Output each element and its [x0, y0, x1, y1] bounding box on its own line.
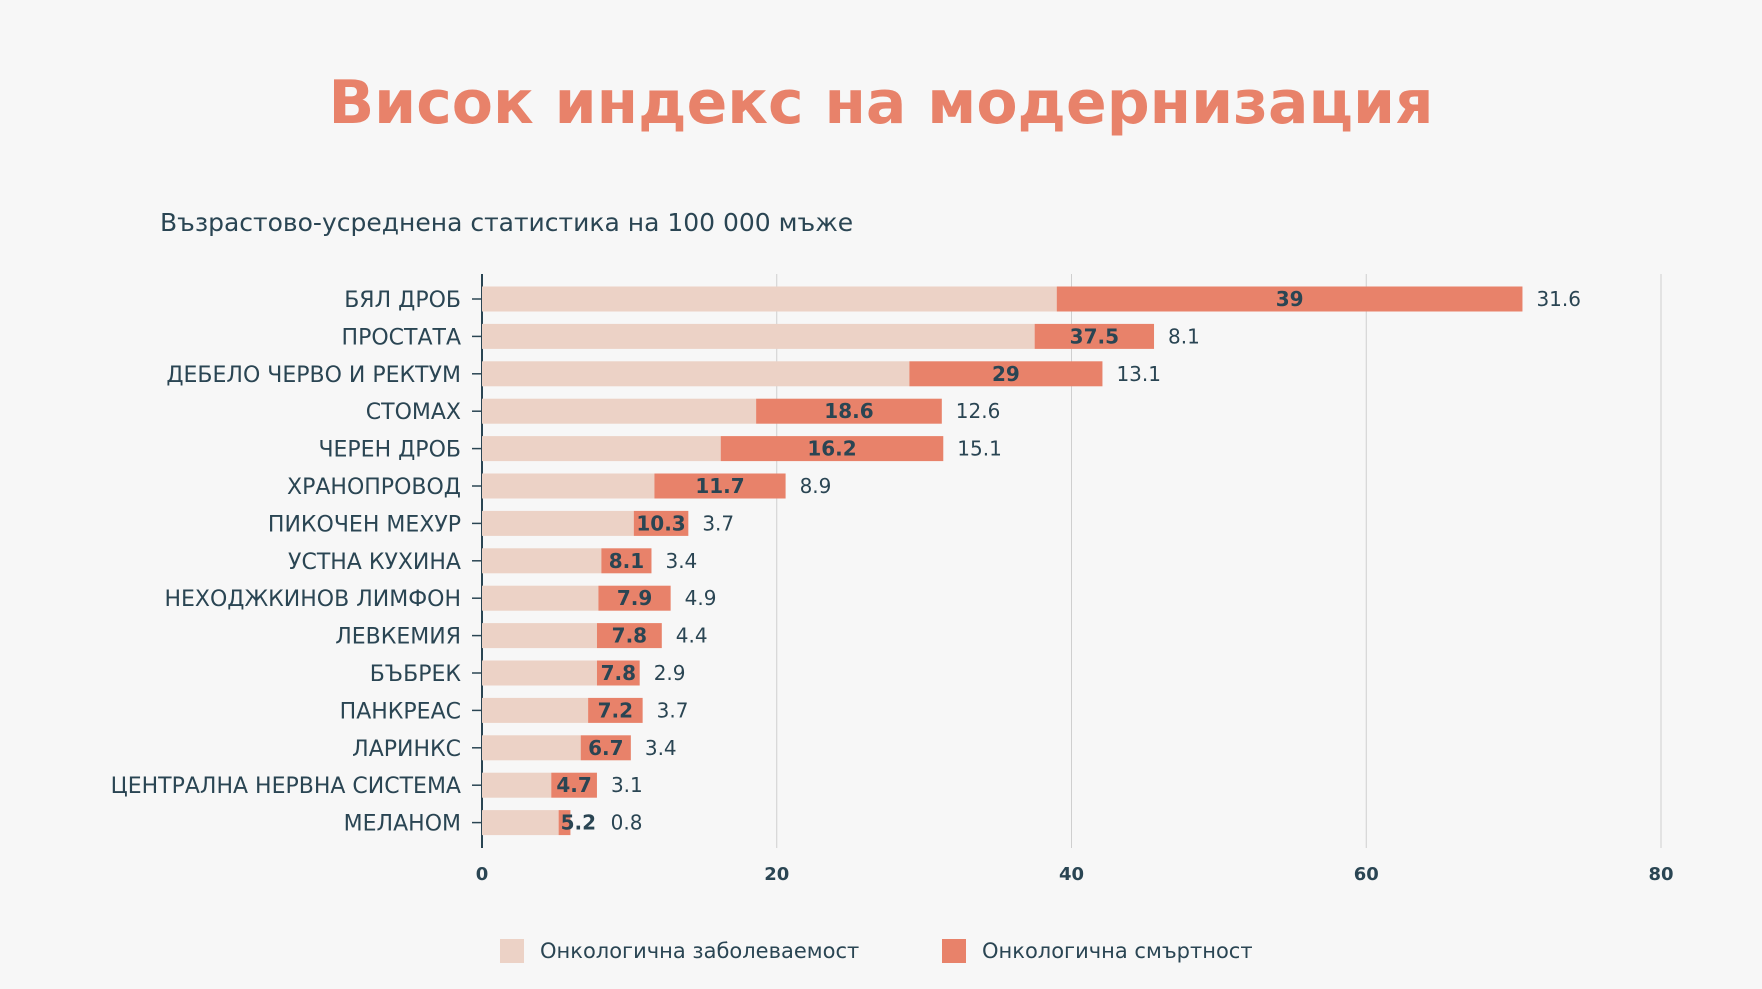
mortality-value-label: 8.1 [1168, 324, 1200, 348]
mortality-value-label: 0.8 [611, 811, 643, 835]
legend-incidence-label: Онкологична заболеваемост [540, 939, 859, 963]
incidence-value-label: 7.9 [617, 586, 652, 610]
mortality-value-label: 3.1 [611, 773, 643, 797]
mortality-bar [596, 660, 640, 686]
incidence-bar [482, 510, 634, 536]
category-label: ЧЕРЕН ДРОБ [318, 438, 461, 463]
incidence-bar [482, 697, 589, 723]
category-label: ПРОСТАТА [342, 325, 461, 350]
mortality-value-label: 3.7 [657, 698, 689, 722]
mortality-bar [720, 436, 944, 462]
incidence-value-label: 39 [1276, 287, 1304, 311]
incidence-value-label: 37.5 [1070, 324, 1119, 348]
category-label: НЕХОДЖКИНОВ ЛИМФОН [164, 587, 461, 612]
category-label: ДЕБЕЛО ЧЕРВО И РЕКТУМ [166, 363, 461, 388]
x-tick-label: 20 [764, 864, 789, 885]
legend-mortality-label: Онкологична смъртност [982, 939, 1253, 963]
incidence-value-label: 6.7 [588, 736, 623, 760]
mortality-bar [558, 810, 571, 836]
mortality-bar [1056, 286, 1523, 312]
mortality-bar [598, 585, 671, 611]
category-label: БЯЛ ДРОБ [344, 288, 461, 313]
mortality-bar [601, 548, 652, 574]
incidence-bar [482, 323, 1035, 349]
mortality-bar [756, 398, 942, 424]
incidence-value-label: 16.2 [807, 437, 856, 461]
mortality-bar [596, 623, 662, 649]
mortality-value-label: 3.4 [665, 549, 697, 573]
category-label: ПАНКРЕАС [340, 699, 461, 724]
category-label: СТОМАХ [366, 400, 461, 425]
mortality-bar [551, 772, 597, 798]
incidence-value-label: 5.2 [561, 811, 596, 835]
incidence-value-label: 7.2 [598, 698, 633, 722]
category-label: ПИКОЧЕН МЕХУР [268, 512, 461, 537]
incidence-bar [482, 436, 721, 462]
incidence-value-label: 18.6 [824, 399, 873, 423]
incidence-bar [482, 398, 757, 424]
incidence-value-label: 7.8 [601, 661, 636, 685]
mortality-value-label: 4.4 [676, 624, 708, 648]
category-label: ЛАРИНКС [352, 737, 461, 762]
mortality-bar [654, 473, 786, 499]
legend-incidence-swatch [500, 939, 524, 963]
mortality-value-label: 12.6 [956, 399, 1001, 423]
category-label: ХРАНОПРОВОД [287, 475, 461, 500]
incidence-value-label: 10.3 [636, 511, 685, 535]
category-label: ЛЕВКЕМИЯ [335, 625, 461, 650]
mortality-value-label: 4.9 [685, 586, 717, 610]
category-label: БЪБРЕК [370, 662, 462, 687]
incidence-value-label: 8.1 [609, 549, 644, 573]
incidence-bar [482, 810, 559, 836]
incidence-bar [482, 585, 599, 611]
mortality-bar [588, 697, 643, 723]
mortality-bar [1034, 323, 1155, 349]
x-tick-label: 80 [1648, 864, 1673, 885]
incidence-bar [482, 660, 597, 686]
x-tick-label: 60 [1354, 864, 1379, 885]
incidence-bar [482, 772, 552, 798]
mortality-value-label: 15.1 [957, 437, 1002, 461]
chart-title: Висок индекс на модернизация [328, 68, 1434, 138]
chart-subtitle: Възрастово-усреднена статистика на 100 0… [160, 208, 854, 237]
category-label: ЦЕНТРАЛНА НЕРВНА СИСТЕМА [111, 774, 461, 799]
incidence-value-label: 4.7 [556, 773, 591, 797]
mortality-value-label: 31.6 [1536, 287, 1581, 311]
legend-mortality-swatch [942, 939, 966, 963]
incidence-value-label: 29 [992, 362, 1020, 386]
incidence-value-label: 11.7 [695, 474, 744, 498]
category-label: УСТНА КУХИНА [288, 550, 461, 575]
category-label: МЕЛАНОМ [344, 812, 461, 837]
mortality-value-label: 13.1 [1116, 362, 1161, 386]
incidence-bar [482, 473, 655, 499]
incidence-bar [482, 623, 597, 649]
x-tick-label: 40 [1059, 864, 1084, 885]
incidence-bar [482, 361, 910, 387]
mortality-bar [909, 361, 1103, 387]
incidence-bar [482, 548, 602, 574]
mortality-bar [633, 510, 689, 536]
mortality-value-label: 2.9 [654, 661, 686, 685]
x-tick-label: 0 [476, 864, 489, 885]
mortality-value-label: 8.9 [800, 474, 832, 498]
incidence-bar [482, 735, 581, 761]
mortality-value-label: 3.4 [645, 736, 677, 760]
mortality-bar [580, 735, 631, 761]
incidence-bar [482, 286, 1057, 312]
mortality-value-label: 3.7 [702, 511, 734, 535]
incidence-value-label: 7.8 [612, 624, 647, 648]
